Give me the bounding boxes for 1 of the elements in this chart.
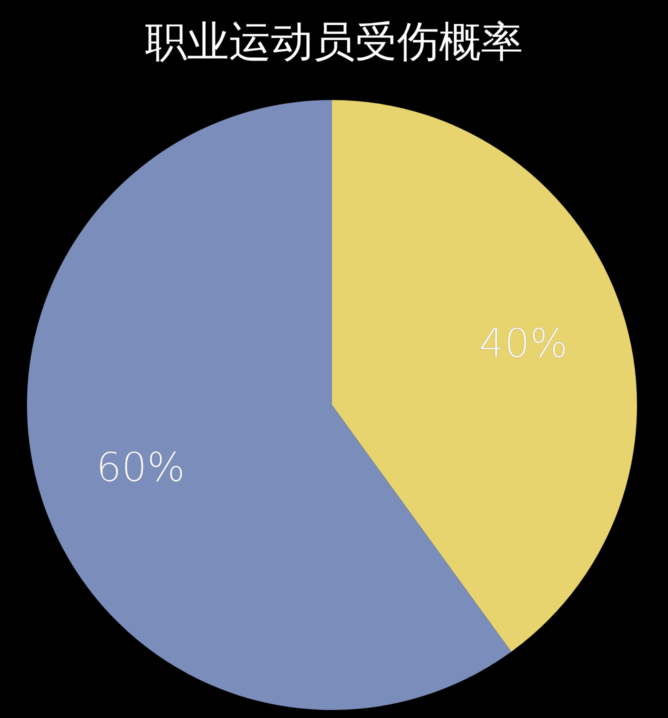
title: 职业运动员受伤概率 (145, 17, 523, 66)
